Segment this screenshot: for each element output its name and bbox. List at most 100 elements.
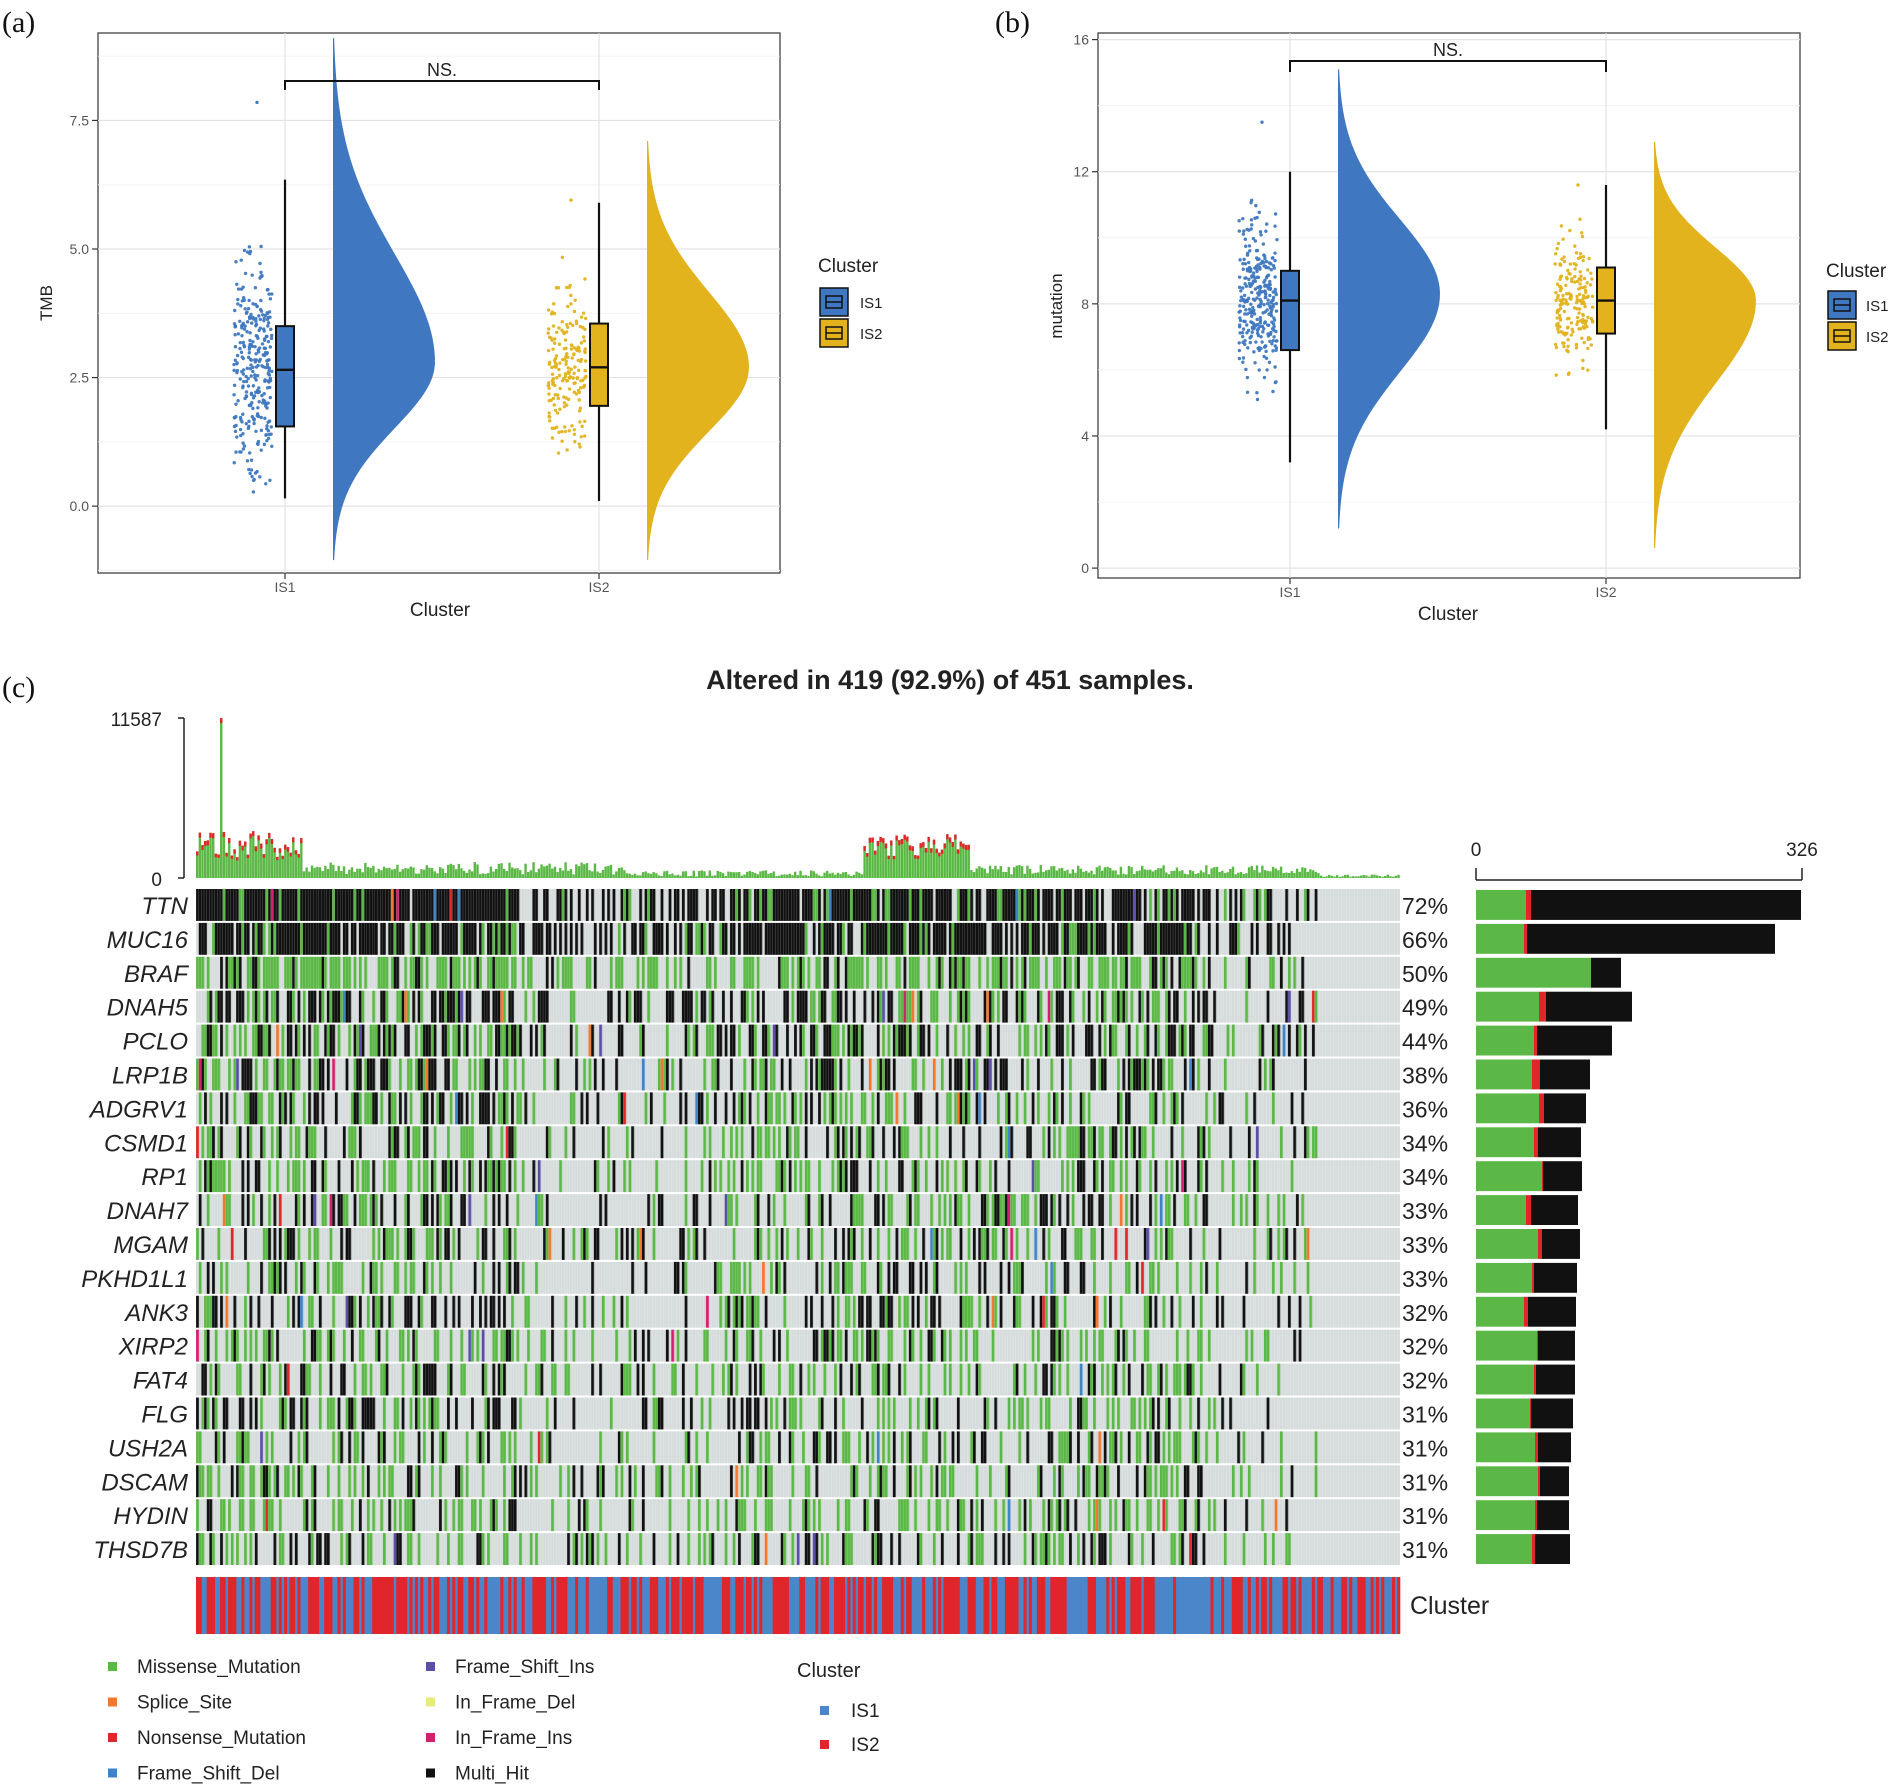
cell	[337, 1261, 341, 1294]
cell	[687, 922, 691, 955]
cell	[716, 1261, 720, 1294]
sample-tmb-bar	[1133, 873, 1136, 878]
cell	[1007, 1160, 1011, 1193]
data-point	[562, 404, 567, 409]
cell	[919, 922, 923, 955]
cell	[620, 1295, 624, 1328]
data-point	[1562, 309, 1567, 314]
cell	[1154, 1465, 1158, 1498]
cell	[959, 1499, 963, 1532]
cell	[257, 1295, 261, 1328]
cell	[1295, 1194, 1299, 1226]
cell	[1044, 956, 1048, 989]
cell	[444, 889, 448, 921]
cell	[1068, 956, 1072, 989]
data-point	[579, 315, 584, 319]
cell	[1092, 1160, 1097, 1193]
cell	[850, 1465, 854, 1498]
cell	[879, 1465, 883, 1498]
data-point	[572, 309, 577, 314]
cell	[1031, 1160, 1035, 1193]
density-IS1	[1338, 69, 1440, 529]
sample-tmb-bar	[503, 868, 506, 878]
data-point	[1258, 316, 1263, 320]
cell	[217, 1160, 221, 1193]
cell	[1092, 922, 1097, 955]
data-point	[1577, 287, 1581, 291]
data-point	[555, 411, 560, 415]
sample-tmb-bar	[935, 848, 938, 878]
cell	[260, 1194, 264, 1226]
cell	[1087, 1363, 1091, 1396]
cell	[908, 1329, 912, 1362]
cell	[340, 1194, 344, 1226]
cell	[596, 1228, 600, 1260]
cell	[513, 1499, 517, 1532]
cell	[452, 1228, 456, 1260]
cell	[753, 1397, 757, 1430]
cell	[337, 1397, 341, 1430]
cell	[1151, 990, 1155, 1023]
cell	[401, 1431, 405, 1464]
cell	[970, 1499, 974, 1532]
cell	[1181, 956, 1185, 989]
cell	[1087, 990, 1091, 1023]
cell	[919, 1465, 923, 1498]
cell	[799, 1397, 803, 1430]
data-point	[560, 255, 565, 260]
data-point	[1237, 285, 1242, 290]
sample-tmb-bar	[1122, 873, 1125, 878]
cell	[524, 1465, 528, 1498]
cell	[684, 1194, 688, 1226]
sample-tmb-bar	[278, 848, 282, 878]
cell	[462, 1160, 466, 1193]
data-point	[571, 323, 575, 328]
cell	[425, 1228, 429, 1260]
cell	[898, 1295, 902, 1328]
cell	[409, 1058, 413, 1091]
cell	[727, 1397, 731, 1430]
cell	[460, 922, 464, 955]
data-point	[258, 326, 262, 330]
cell	[935, 922, 939, 955]
cell	[513, 1431, 517, 1464]
data-point	[1255, 215, 1259, 220]
cell	[425, 1261, 429, 1294]
cell	[254, 1092, 258, 1125]
data-point	[258, 261, 262, 266]
cell	[1076, 956, 1080, 989]
cell	[599, 1363, 603, 1396]
data-point	[268, 395, 273, 400]
cell	[895, 889, 899, 921]
sample-tmb-bar	[1207, 874, 1211, 878]
cell	[198, 956, 202, 989]
data-point	[239, 433, 243, 438]
data-point	[1269, 300, 1273, 305]
cell	[1020, 990, 1024, 1023]
cell	[238, 889, 242, 921]
cell	[276, 1261, 280, 1294]
cell	[361, 1160, 365, 1193]
cell	[1095, 1160, 1099, 1193]
cell	[655, 1160, 659, 1193]
cell	[735, 889, 739, 921]
cell	[329, 1228, 333, 1260]
cell	[1194, 922, 1198, 955]
data-point	[1243, 342, 1247, 347]
cell	[270, 1261, 274, 1294]
cell	[1004, 1194, 1008, 1226]
cell	[302, 1261, 306, 1294]
cell	[446, 1160, 450, 1193]
cell	[302, 1194, 306, 1226]
cell	[1034, 956, 1038, 989]
cell	[1143, 1397, 1147, 1430]
sample-tmb-bar	[1026, 865, 1029, 878]
sample-tmb-bar	[665, 870, 669, 878]
cell	[249, 1397, 253, 1430]
cell	[978, 1160, 982, 1193]
cell	[342, 1363, 346, 1396]
cell	[980, 1194, 984, 1226]
cell	[422, 1194, 426, 1226]
cell	[911, 1058, 915, 1091]
cell	[810, 1058, 814, 1091]
